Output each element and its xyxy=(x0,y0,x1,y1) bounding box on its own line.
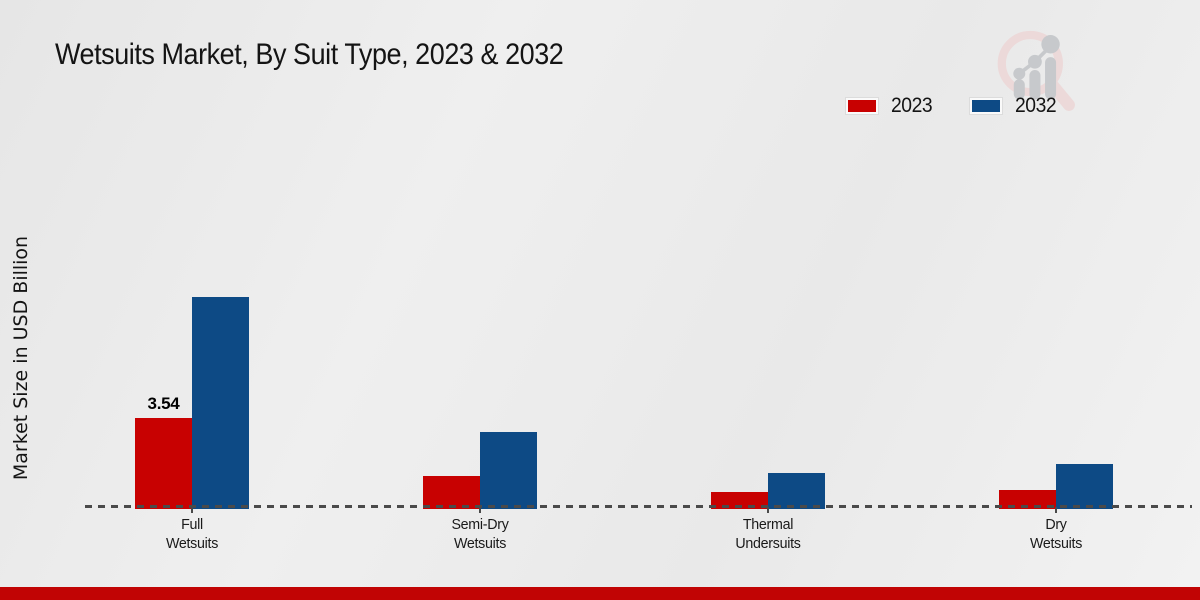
legend-item-2023: 2023 xyxy=(846,94,936,118)
legend-item-2032: 2032 xyxy=(969,94,1060,118)
x-axis-category-label: Full Wetsuits xyxy=(165,516,219,552)
x-axis-category-label: Thermal Undersuits xyxy=(735,516,801,552)
bar-2023-semi-dry-wetsuits xyxy=(423,476,480,509)
bar-2032-thermal-undersuits xyxy=(768,473,825,509)
legend-label-2032: 2032 xyxy=(1014,94,1057,117)
bottom-accent-strip xyxy=(0,587,1200,600)
chart-title: Wetsuits Market, By Suit Type, 2023 & 20… xyxy=(55,38,564,71)
bar-2032-semi-dry-wetsuits xyxy=(480,432,537,509)
x-axis-tick xyxy=(767,507,769,513)
bar-2032-dry-wetsuits xyxy=(1056,463,1113,509)
x-axis-tick xyxy=(191,507,193,513)
legend-label-2023: 2023 xyxy=(891,94,933,117)
legend-swatch-2023 xyxy=(846,98,878,114)
mrfr-logo xyxy=(997,30,1075,111)
bar-value-label: 3.54 xyxy=(147,394,180,413)
growth-bars-icon xyxy=(1013,35,1060,100)
bar-2023-thermal-undersuits xyxy=(711,492,768,509)
bar-2023-full-wetsuits xyxy=(135,418,192,509)
x-axis-category-label: Dry Wetsuits xyxy=(1029,516,1083,552)
x-axis-baseline xyxy=(85,505,1192,508)
bar-2032-full-wetsuits xyxy=(192,297,249,509)
x-axis-tick xyxy=(1055,507,1057,513)
x-axis-category-label: Semi-Dry Wetsuits xyxy=(451,516,509,552)
legend-swatch-2032 xyxy=(969,98,1002,114)
x-axis-tick xyxy=(479,507,481,513)
bar-2023-dry-wetsuits xyxy=(999,489,1056,509)
legend: 2023 2032 xyxy=(846,94,1059,118)
